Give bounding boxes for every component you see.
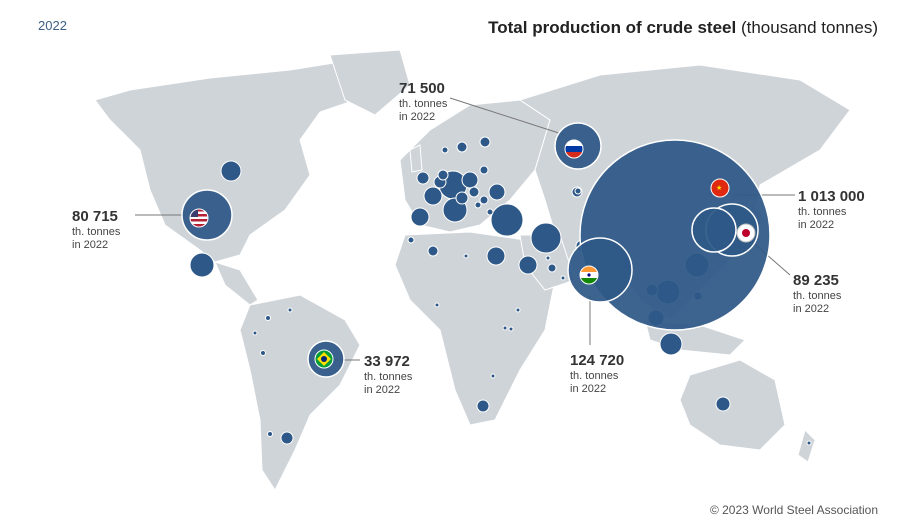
ecuador-bubble <box>252 330 258 336</box>
title-unit: (thousand tonnes) <box>740 18 878 37</box>
venezuela-bubble <box>287 307 293 313</box>
uk-land <box>409 144 423 173</box>
russia-period: in 2022 <box>399 111 436 124</box>
china-period: in 2022 <box>798 219 835 232</box>
kenya-bubble <box>508 326 514 332</box>
hungary-bubble <box>486 208 494 216</box>
uk-bubble <box>416 171 430 185</box>
poland-bubble <box>461 171 479 189</box>
japan-flag-icon <box>736 223 756 243</box>
copyright-footer: © 2023 World Steel Association <box>709 503 878 517</box>
usa-value: 80 715 <box>72 208 118 225</box>
ukraine-bubble <box>488 183 506 201</box>
libya-bubble <box>463 253 469 259</box>
korea-bubble <box>691 207 737 253</box>
north-america-land <box>94 61 381 263</box>
zimbabwe-bubble <box>490 373 496 379</box>
india-bubble <box>567 237 633 303</box>
south-africa-bubble <box>476 399 490 413</box>
turkey-bubble <box>490 203 524 237</box>
ethiopia-bubble <box>515 307 521 313</box>
china-flag-icon: ★ <box>710 178 730 198</box>
india-unit: th. tonnes <box>570 370 619 382</box>
finland-bubble <box>479 136 491 148</box>
russia-east-bubble <box>574 187 582 195</box>
austria-bubble <box>455 191 469 205</box>
india-callout: 124 720 th. tonnes in 2022 <box>570 352 624 396</box>
sweden-bubble <box>456 141 468 153</box>
egypt-bubble <box>486 246 506 266</box>
india-value: 124 720 <box>570 352 625 369</box>
year-label: 2022 <box>38 18 67 33</box>
russia-unit: th. tonnes <box>399 98 448 110</box>
russia-flag-icon <box>564 139 584 159</box>
oman-bubble <box>560 275 566 281</box>
brazil-period: in 2022 <box>364 384 401 397</box>
uae-bubble <box>547 263 557 273</box>
indonesia-bubble <box>659 332 683 356</box>
belarus-bubble <box>479 165 489 175</box>
china-callout: 1 013 000 th. tonnes in 2022 <box>798 188 865 232</box>
uganda-bubble <box>502 325 508 331</box>
new-zealand-land <box>797 429 816 463</box>
greenland-land <box>329 49 411 116</box>
russia-leader <box>449 97 566 136</box>
usa-unit: th. tonnes <box>72 226 121 238</box>
south-america-land <box>239 294 361 492</box>
central-america-land <box>214 261 259 306</box>
czech-bubble <box>468 186 480 198</box>
svg-text:★: ★ <box>716 184 722 192</box>
brazil-value: 33 972 <box>364 353 410 370</box>
colombia-bubble <box>265 315 271 321</box>
brazil-callout: 33 972 th. tonnes in 2022 <box>364 353 412 397</box>
india-period: in 2022 <box>570 383 607 396</box>
china-value: 1 013 000 <box>798 188 865 205</box>
canada-bubble <box>220 160 242 182</box>
country-flags: ★ <box>189 139 756 369</box>
china-unit: th. tonnes <box>798 206 847 218</box>
saudi-bubble <box>518 255 538 275</box>
usa-flag-icon <box>189 208 209 228</box>
morocco-bubble <box>407 236 415 244</box>
japan-callout: 89 235 th. tonnes in 2022 <box>793 272 841 316</box>
chile-bubble <box>267 431 273 437</box>
netherlands-bubble <box>437 169 449 181</box>
usa-callout: 80 715 th. tonnes in 2022 <box>72 208 120 252</box>
title-main: Total production of crude steel <box>488 18 737 37</box>
russia-value: 71 500 <box>399 80 445 97</box>
qatar-bubble <box>545 255 551 261</box>
australia-bubble <box>715 396 731 412</box>
iran-bubble <box>530 222 562 254</box>
france-bubble <box>423 186 443 206</box>
japan-value: 89 235 <box>793 272 839 289</box>
slovakia-bubble <box>474 201 482 209</box>
russia-callout: 71 500 th. tonnes in 2022 <box>399 80 447 124</box>
usa-period: in 2022 <box>72 239 109 252</box>
peru-bubble <box>260 350 266 356</box>
mexico-bubble <box>189 252 215 278</box>
norway-bubble <box>441 146 449 154</box>
map-title: Total production of crude steel (thousan… <box>488 18 878 38</box>
india-flag-icon <box>579 265 599 285</box>
japan-period: in 2022 <box>793 303 830 316</box>
japan-unit: th. tonnes <box>793 290 842 302</box>
australia-land <box>679 359 786 451</box>
new-zealand-bubble <box>806 440 812 446</box>
spain-bubble <box>410 207 430 227</box>
argentina-bubble <box>280 431 294 445</box>
brazil-flag-icon <box>314 349 334 369</box>
romania-bubble <box>479 195 489 205</box>
brazil-unit: th. tonnes <box>364 371 413 383</box>
nigeria-bubble <box>434 302 440 308</box>
algeria-bubble <box>427 245 439 257</box>
